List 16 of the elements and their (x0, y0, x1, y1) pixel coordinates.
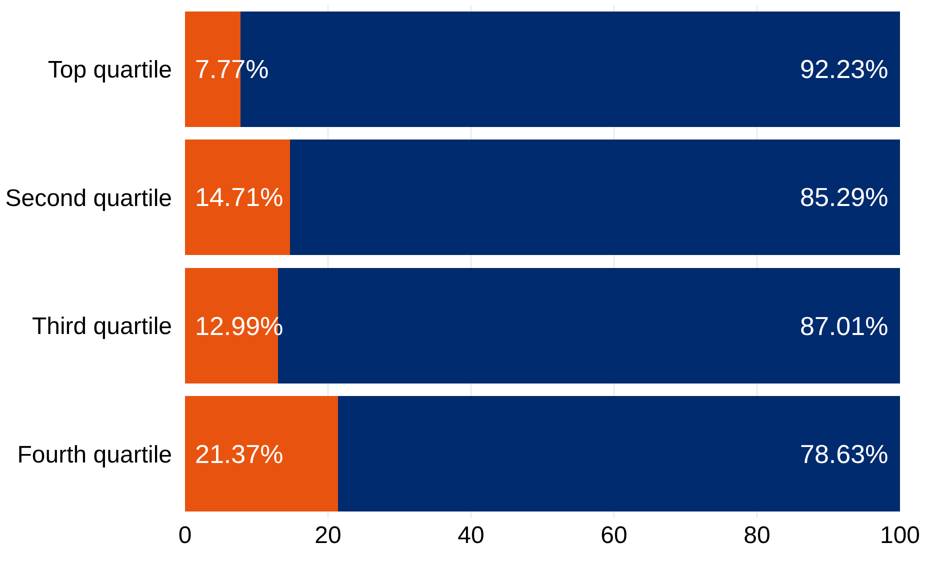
x-tick-label: 40 (458, 522, 484, 549)
x-tick-label: 80 (744, 522, 770, 549)
y-tick-label: Top quartile (48, 56, 172, 84)
x-tick-label: 0 (178, 522, 192, 549)
x-tick-label: 20 (314, 522, 342, 549)
x-tick-label: 100 (880, 522, 920, 549)
data-label: 85.29% (800, 182, 888, 212)
data-label: 92.23% (800, 54, 888, 84)
y-tick-label: Third quartile (32, 313, 172, 340)
data-label: 21.37% (195, 439, 284, 469)
y-tick-label: Second quartile (5, 184, 172, 212)
data-label: 87.01% (800, 311, 888, 341)
data-label: 78.63% (800, 439, 888, 469)
data-label: 14.71% (195, 182, 284, 212)
x-tick-label: 60 (600, 522, 628, 549)
y-tick-label: Fourth quartile (17, 441, 172, 468)
